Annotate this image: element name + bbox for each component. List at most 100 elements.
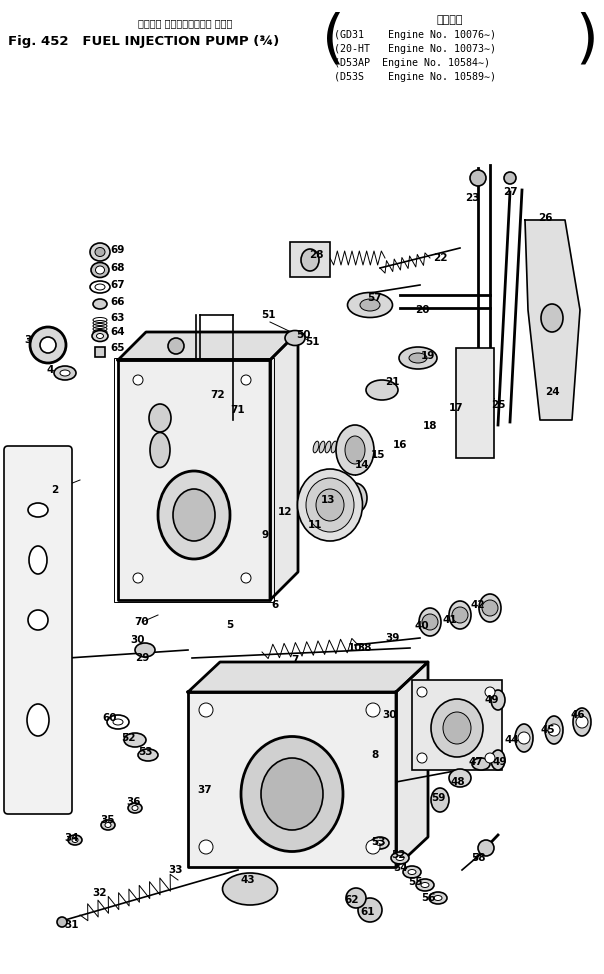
Text: 3: 3 — [24, 335, 31, 345]
Text: 4: 4 — [47, 365, 54, 375]
Text: 69: 69 — [111, 245, 125, 255]
Circle shape — [504, 172, 516, 184]
Ellipse shape — [434, 895, 442, 901]
Text: 56: 56 — [421, 893, 435, 903]
Text: 30: 30 — [383, 710, 397, 720]
Text: 24: 24 — [545, 387, 559, 397]
Ellipse shape — [472, 758, 490, 770]
Text: 41: 41 — [443, 615, 457, 625]
Ellipse shape — [68, 835, 82, 845]
Circle shape — [518, 732, 530, 744]
Circle shape — [199, 703, 213, 717]
Text: 16: 16 — [393, 440, 407, 450]
Text: 51: 51 — [261, 310, 275, 320]
Ellipse shape — [29, 546, 47, 574]
Text: 52: 52 — [121, 733, 135, 743]
Text: (20-HT   Engine No. 10073∼): (20-HT Engine No. 10073∼) — [334, 44, 496, 54]
Text: 48: 48 — [451, 777, 465, 787]
Text: 63: 63 — [111, 313, 125, 323]
Circle shape — [422, 614, 438, 630]
Ellipse shape — [124, 733, 146, 747]
Ellipse shape — [306, 478, 354, 532]
Ellipse shape — [343, 483, 367, 513]
Circle shape — [40, 337, 56, 353]
Text: 54: 54 — [393, 863, 407, 873]
Text: 28: 28 — [309, 250, 323, 260]
Polygon shape — [118, 332, 298, 360]
Polygon shape — [396, 662, 428, 867]
Text: 9: 9 — [262, 530, 269, 540]
Text: 22: 22 — [432, 253, 447, 263]
Ellipse shape — [101, 820, 115, 830]
Ellipse shape — [298, 469, 362, 541]
Text: 19: 19 — [421, 351, 435, 361]
Circle shape — [452, 607, 468, 623]
Ellipse shape — [222, 873, 277, 905]
Circle shape — [417, 687, 427, 697]
Circle shape — [346, 888, 366, 908]
Text: 11: 11 — [308, 520, 323, 530]
Circle shape — [241, 573, 251, 583]
Ellipse shape — [91, 263, 109, 278]
Text: 40: 40 — [415, 621, 429, 631]
FancyBboxPatch shape — [4, 446, 72, 814]
Text: 7: 7 — [291, 655, 299, 665]
Circle shape — [470, 170, 486, 186]
Text: 8: 8 — [371, 750, 379, 760]
Text: 36: 36 — [127, 797, 141, 807]
Ellipse shape — [431, 699, 483, 757]
Text: 44: 44 — [504, 735, 519, 745]
Ellipse shape — [95, 284, 105, 290]
Text: 17: 17 — [449, 403, 463, 413]
Ellipse shape — [391, 852, 409, 864]
Ellipse shape — [325, 441, 331, 453]
Ellipse shape — [72, 838, 78, 843]
Text: 31: 31 — [65, 920, 79, 930]
Text: 39: 39 — [386, 633, 400, 643]
Ellipse shape — [431, 788, 449, 812]
Ellipse shape — [261, 758, 323, 830]
Circle shape — [485, 687, 495, 697]
Text: 65: 65 — [111, 343, 125, 353]
Ellipse shape — [408, 870, 416, 875]
Text: 53: 53 — [138, 747, 152, 757]
Ellipse shape — [376, 841, 384, 845]
Ellipse shape — [132, 805, 138, 810]
Ellipse shape — [331, 441, 337, 453]
Ellipse shape — [343, 441, 349, 453]
Ellipse shape — [399, 347, 437, 369]
Ellipse shape — [54, 366, 76, 380]
Text: 55: 55 — [408, 877, 422, 887]
Text: 46: 46 — [571, 710, 585, 720]
Text: 5: 5 — [226, 620, 234, 630]
Circle shape — [485, 753, 495, 763]
Text: 35: 35 — [101, 815, 115, 825]
Text: 10: 10 — [348, 643, 362, 653]
Circle shape — [57, 917, 67, 927]
Polygon shape — [525, 220, 580, 420]
Text: 72: 72 — [211, 390, 225, 400]
Text: 58: 58 — [471, 853, 485, 863]
Ellipse shape — [541, 304, 563, 332]
Bar — [290, 242, 330, 277]
Text: ): ) — [575, 12, 598, 69]
Text: (GD31    Engine No. 10076∼): (GD31 Engine No. 10076∼) — [334, 30, 496, 40]
Ellipse shape — [479, 594, 501, 622]
Text: 13: 13 — [321, 495, 335, 505]
Circle shape — [133, 375, 143, 385]
Text: フェエル インジェクション ポンプ: フェエル インジェクション ポンプ — [138, 18, 232, 28]
Text: 適用号機: 適用号機 — [437, 15, 463, 25]
Ellipse shape — [128, 803, 142, 813]
Text: 14: 14 — [355, 460, 369, 470]
Ellipse shape — [443, 712, 471, 744]
Text: 68: 68 — [111, 263, 125, 273]
Circle shape — [417, 753, 427, 763]
Text: 53: 53 — [371, 837, 385, 847]
Ellipse shape — [135, 643, 155, 657]
Text: 60: 60 — [103, 713, 117, 723]
Text: 62: 62 — [345, 895, 359, 905]
Circle shape — [366, 703, 380, 717]
Ellipse shape — [97, 333, 103, 339]
Polygon shape — [270, 332, 298, 600]
Circle shape — [358, 898, 382, 922]
